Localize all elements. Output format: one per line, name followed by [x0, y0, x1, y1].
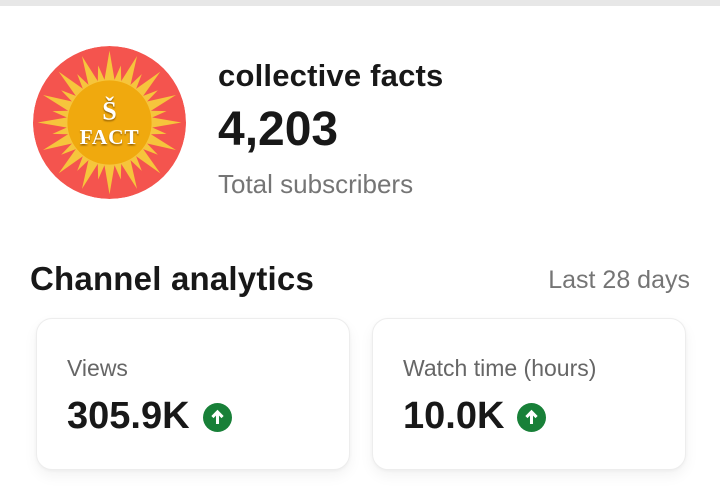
metric-value: 10.0K [403, 395, 505, 438]
subscriber-count: 4,203 [218, 103, 339, 156]
watch-time-metric-card[interactable]: Watch time (hours) 10.0K [372, 318, 686, 470]
channel-analytics-title: Channel analytics [30, 260, 314, 297]
metric-row: 305.9K [67, 395, 321, 438]
metric-row: 10.0K [403, 395, 657, 438]
sunburst-icon: Š FACT [33, 46, 186, 199]
trend-up-icon [517, 402, 547, 432]
metric-label: Views [67, 355, 128, 381]
metric-value: 305.9K [67, 395, 190, 438]
avatar-monogram-top: Š [102, 96, 116, 125]
channel-name: collective facts [218, 58, 444, 93]
top-divider [0, 0, 720, 6]
channel-avatar: Š FACT [33, 46, 186, 199]
metric-label: Watch time (hours) [403, 355, 597, 381]
trend-up-icon [202, 402, 232, 432]
views-metric-card[interactable]: Views 305.9K [36, 318, 350, 470]
subscriber-label: Total subscribers [218, 169, 414, 199]
avatar-monogram-bottom: FACT [80, 125, 140, 149]
period-label: Last 28 days [548, 266, 690, 294]
